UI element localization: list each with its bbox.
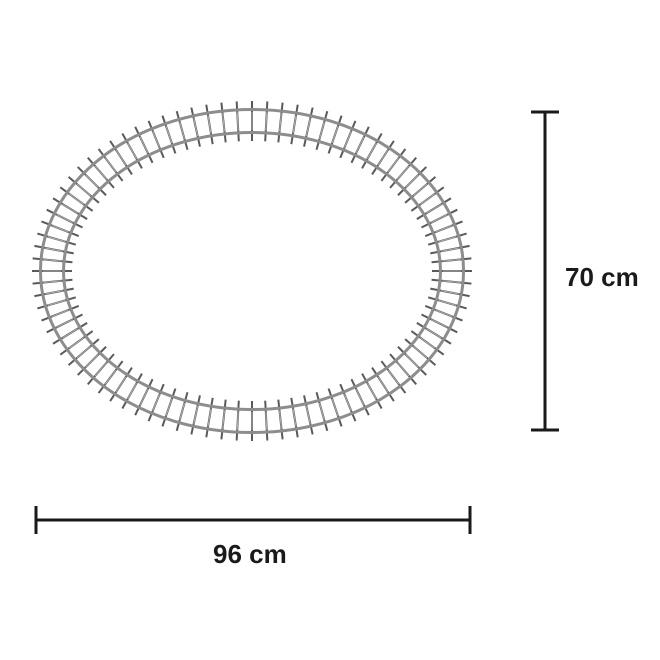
width-label: 96 cm (213, 539, 287, 570)
diagram-svg (0, 0, 660, 660)
diagram-container: 96 cm 70 cm (0, 0, 660, 660)
height-label: 70 cm (565, 262, 639, 293)
